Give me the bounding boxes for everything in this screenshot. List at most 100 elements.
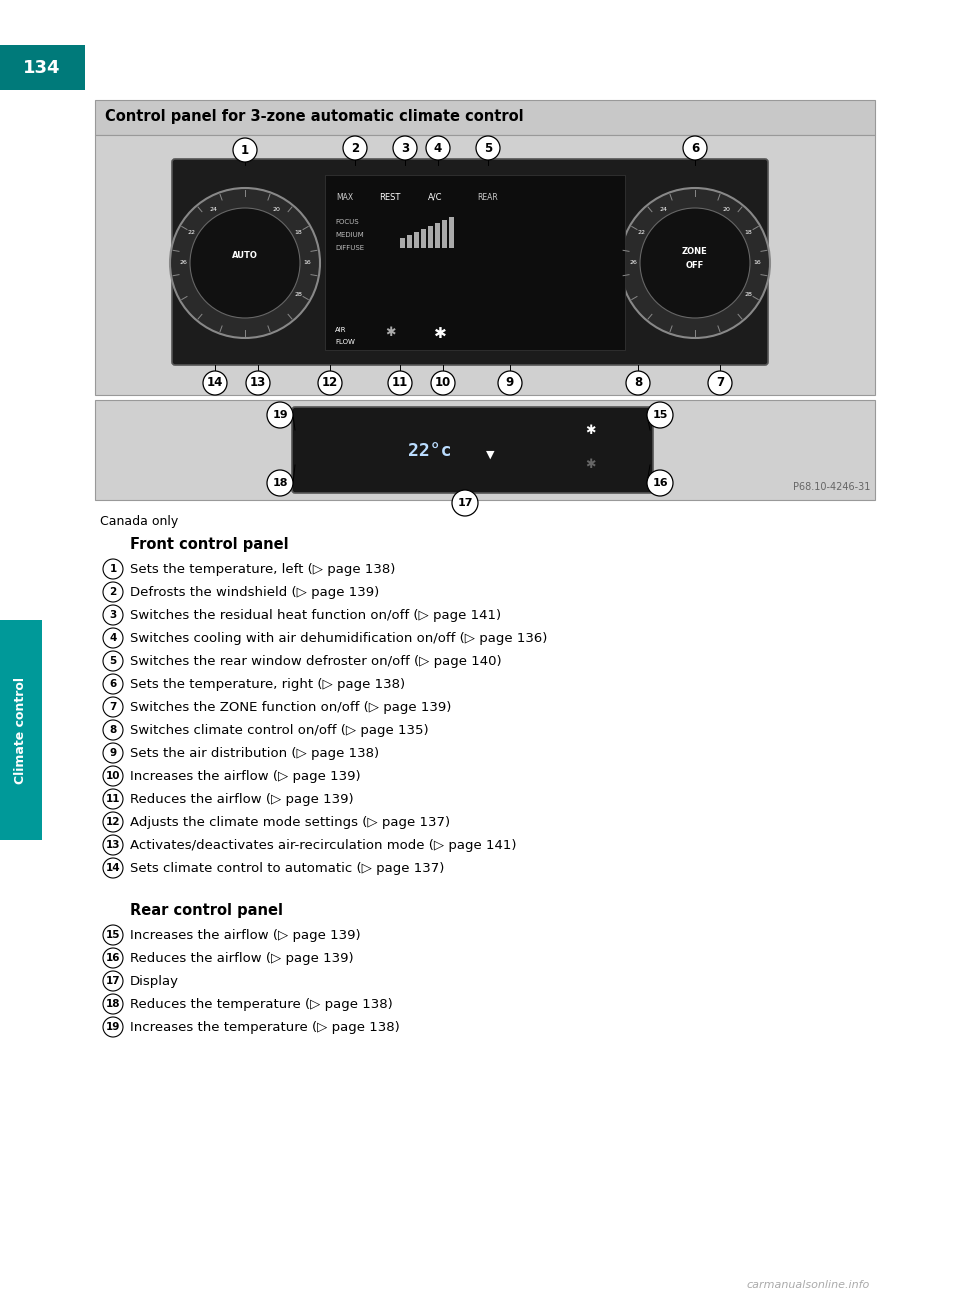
Text: Reduces the airflow (▷ page 139): Reduces the airflow (▷ page 139)	[130, 952, 353, 965]
FancyBboxPatch shape	[449, 217, 453, 247]
Text: 26: 26	[629, 260, 636, 266]
FancyBboxPatch shape	[428, 227, 433, 247]
Text: 5: 5	[484, 142, 492, 155]
Text: 16: 16	[106, 953, 120, 963]
Text: 16: 16	[303, 260, 311, 266]
Text: Switches the rear window defroster on/off (▷ page 140): Switches the rear window defroster on/of…	[130, 655, 502, 668]
Text: REST: REST	[379, 193, 400, 202]
Text: 1: 1	[241, 143, 249, 156]
Circle shape	[103, 628, 123, 648]
Circle shape	[393, 135, 417, 160]
Circle shape	[708, 371, 732, 395]
Text: 6: 6	[691, 142, 699, 155]
Text: 9: 9	[506, 376, 515, 389]
Text: MEDIUM: MEDIUM	[335, 232, 364, 238]
Text: 1: 1	[109, 564, 116, 574]
Circle shape	[620, 187, 770, 339]
Text: 2: 2	[351, 142, 359, 155]
Text: 9: 9	[109, 749, 116, 758]
Text: 5: 5	[109, 656, 116, 667]
Circle shape	[103, 743, 123, 763]
Text: Switches the residual heat function on/off (▷ page 141): Switches the residual heat function on/o…	[130, 609, 501, 622]
FancyBboxPatch shape	[0, 620, 42, 840]
Text: 134: 134	[23, 59, 60, 77]
FancyBboxPatch shape	[414, 232, 419, 247]
Text: 24: 24	[660, 207, 668, 212]
Text: 13: 13	[106, 840, 120, 850]
FancyBboxPatch shape	[95, 135, 875, 395]
Text: 28: 28	[745, 292, 753, 297]
Text: 13: 13	[250, 376, 266, 389]
Text: 18: 18	[745, 229, 753, 234]
Text: Switches the ZONE function on/off (▷ page 139): Switches the ZONE function on/off (▷ pag…	[130, 700, 451, 713]
Text: 18: 18	[106, 999, 120, 1009]
FancyBboxPatch shape	[325, 174, 625, 350]
Circle shape	[103, 1017, 123, 1036]
Text: 20: 20	[722, 207, 730, 212]
Text: 22: 22	[637, 229, 645, 234]
FancyBboxPatch shape	[95, 400, 875, 500]
Text: Adjusts the climate mode settings (▷ page 137): Adjusts the climate mode settings (▷ pag…	[130, 816, 450, 829]
Text: 24: 24	[210, 207, 218, 212]
Circle shape	[103, 858, 123, 878]
Circle shape	[343, 135, 367, 160]
Circle shape	[388, 371, 412, 395]
Text: Increases the airflow (▷ page 139): Increases the airflow (▷ page 139)	[130, 930, 361, 943]
Text: Canada only: Canada only	[100, 516, 179, 529]
Text: ✱: ✱	[434, 326, 446, 341]
Circle shape	[233, 138, 257, 161]
Text: 8: 8	[634, 376, 642, 389]
Text: ✱: ✱	[385, 327, 396, 340]
Circle shape	[452, 490, 478, 516]
Circle shape	[426, 135, 450, 160]
Text: 14: 14	[206, 376, 223, 389]
Text: AIR: AIR	[335, 327, 347, 333]
Text: ZONE: ZONE	[683, 246, 708, 255]
Text: FOCUS: FOCUS	[335, 219, 359, 225]
FancyBboxPatch shape	[421, 229, 425, 247]
Text: Sets the temperature, left (▷ page 138): Sets the temperature, left (▷ page 138)	[130, 562, 396, 575]
Text: Sets the temperature, right (▷ page 138): Sets the temperature, right (▷ page 138)	[130, 678, 405, 691]
FancyBboxPatch shape	[407, 234, 412, 247]
Text: MAX: MAX	[336, 193, 353, 202]
Circle shape	[498, 371, 522, 395]
Circle shape	[103, 559, 123, 579]
Text: 4: 4	[434, 142, 443, 155]
FancyBboxPatch shape	[172, 159, 768, 365]
Text: Reduces the airflow (▷ page 139): Reduces the airflow (▷ page 139)	[130, 793, 353, 806]
FancyBboxPatch shape	[400, 238, 404, 247]
Text: DIFFUSE: DIFFUSE	[335, 245, 364, 251]
Text: 10: 10	[435, 376, 451, 389]
Text: Increases the airflow (▷ page 139): Increases the airflow (▷ page 139)	[130, 769, 361, 783]
Circle shape	[103, 993, 123, 1014]
Circle shape	[103, 651, 123, 671]
Text: 7: 7	[716, 376, 724, 389]
Circle shape	[103, 766, 123, 786]
Text: REAR: REAR	[478, 193, 498, 202]
Text: AUTO: AUTO	[232, 250, 258, 259]
Circle shape	[103, 948, 123, 967]
Circle shape	[103, 697, 123, 717]
Circle shape	[103, 924, 123, 945]
Text: FLOW: FLOW	[335, 339, 355, 345]
FancyBboxPatch shape	[442, 220, 446, 247]
Circle shape	[647, 470, 673, 496]
Circle shape	[683, 135, 707, 160]
Text: 18: 18	[273, 478, 288, 488]
Text: Front control panel: Front control panel	[130, 536, 289, 552]
Text: 11: 11	[392, 376, 408, 389]
Text: 8: 8	[109, 725, 116, 736]
Circle shape	[103, 789, 123, 809]
Text: 10: 10	[106, 771, 120, 781]
Circle shape	[103, 812, 123, 832]
Text: 18: 18	[295, 229, 302, 234]
Text: Display: Display	[130, 975, 179, 988]
Circle shape	[170, 187, 320, 339]
Text: 16: 16	[754, 260, 761, 266]
Circle shape	[267, 402, 293, 428]
Text: 20: 20	[272, 207, 280, 212]
Text: 12: 12	[106, 816, 120, 827]
Text: 22: 22	[187, 229, 195, 234]
Circle shape	[103, 720, 123, 740]
Text: 15: 15	[106, 930, 120, 940]
